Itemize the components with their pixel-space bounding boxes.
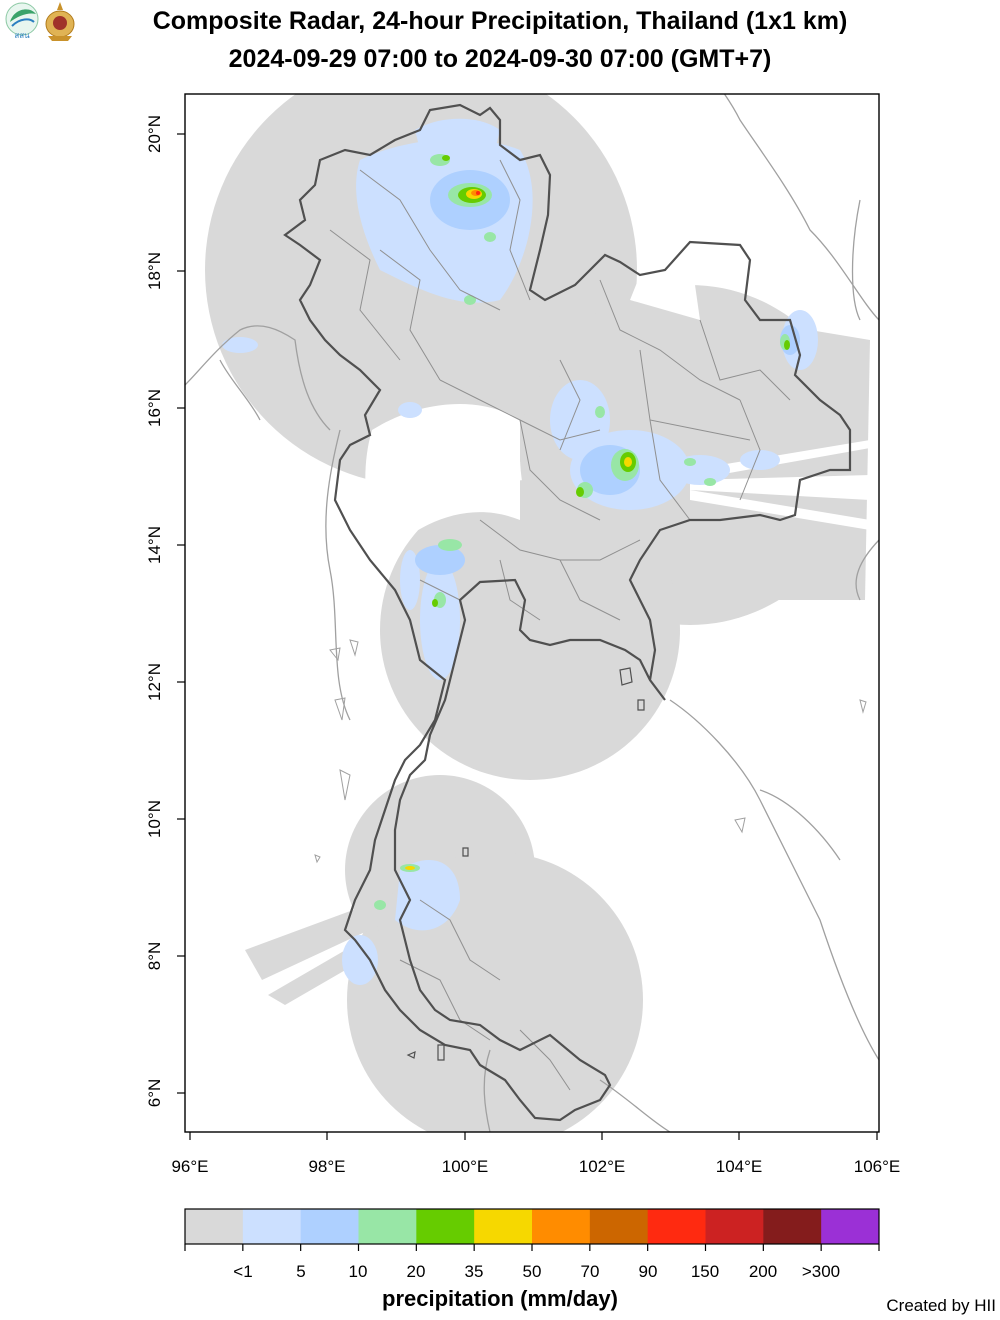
legend-label: 50 (523, 1262, 542, 1281)
y-tick-label: 14°N (145, 526, 164, 564)
country-borders (185, 94, 879, 1132)
plot-frame (184, 93, 880, 1133)
legend-label: 90 (639, 1262, 658, 1281)
map-title: Composite Radar, 24-hour Precipitation, … (152, 7, 848, 35)
y-tick-label: 8°N (145, 942, 164, 971)
y-tick-label: 18°N (145, 252, 164, 290)
coverage-gaps (185, 250, 870, 750)
legend-swatch (589, 1209, 649, 1244)
legend-ticks (184, 1244, 880, 1251)
legend-title: precipitation (mm/day) (382, 1286, 618, 1311)
x-axis-labels: 96°E 98°E 100°E 102°E 104°E 106°E (171, 1157, 900, 1176)
legend-swatch (705, 1209, 764, 1244)
x-tick-label: 98°E (308, 1157, 345, 1176)
hii-logo-text: สสน (14, 31, 30, 40)
legend-label: 5 (296, 1262, 305, 1281)
legend-label: 200 (749, 1262, 777, 1281)
map-subtitle-date-range: 2024-09-29 07:00 to 2024-09-30 07:00 (GM… (228, 45, 772, 73)
legend-swatch (185, 1209, 244, 1244)
x-tick-label: 100°E (442, 1157, 489, 1176)
x-tick-label: 104°E (716, 1157, 763, 1176)
y-tick-label: 16°N (145, 389, 164, 427)
legend-label: >300 (802, 1262, 840, 1281)
legend-label: 150 (691, 1262, 719, 1281)
y-tick-label: 6°N (145, 1079, 164, 1108)
credit-text: Created by HII (886, 1296, 996, 1315)
legend-label: 70 (581, 1262, 600, 1281)
legend-swatch (242, 1209, 302, 1244)
hii-logo: สสน (5, 2, 39, 40)
y-tick-label: 12°N (145, 663, 164, 701)
legend-swatch (416, 1209, 475, 1244)
royal-emblem-logo (45, 2, 75, 41)
y-tick-label: 10°N (145, 800, 164, 838)
x-tick-label: 96°E (171, 1157, 208, 1176)
province-borders (329, 159, 791, 1091)
legend-label: <1 (233, 1262, 252, 1281)
neighbor-islands (314, 639, 867, 864)
legend-labels: <1 5 10 20 35 50 70 90 150 200 >300 (233, 1262, 840, 1281)
thailand-border (283, 103, 852, 1122)
rain-heavy-cells (374, 154, 790, 910)
y-axis-labels: 20°N 18°N 16°N 14°N 12°N 10°N 8°N 6°N (145, 115, 164, 1107)
legend-swatch (821, 1209, 880, 1244)
legend-swatch (532, 1209, 591, 1244)
legend-label: 10 (349, 1262, 368, 1281)
x-tick-label: 102°E (579, 1157, 626, 1176)
islands (406, 667, 645, 1061)
x-axis-ticks (189, 1132, 878, 1140)
x-tick-label: 106°E (854, 1157, 901, 1176)
legend-swatch (763, 1209, 822, 1244)
y-axis-ticks (177, 133, 185, 1094)
y-tick-label: 20°N (145, 115, 164, 153)
legend-label: 20 (407, 1262, 426, 1281)
legend-swatch (300, 1209, 359, 1244)
legend-swatch (647, 1209, 706, 1244)
legend-swatch (474, 1209, 533, 1244)
legend-label: 35 (465, 1262, 484, 1281)
legend-colorbar (185, 1209, 880, 1244)
legend-swatch (358, 1209, 417, 1244)
